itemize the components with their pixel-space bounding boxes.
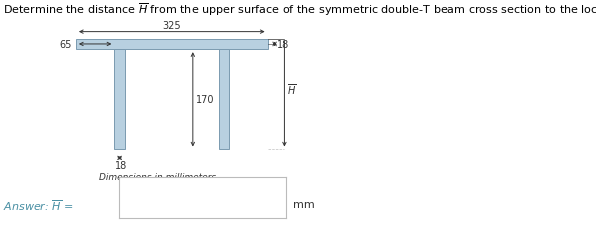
Text: Determine the distance $\overline{H}$ from the upper surface of the symmetric do: Determine the distance $\overline{H}$ fr…	[3, 1, 596, 18]
Text: Answer: $\overline{H}$ =: Answer: $\overline{H}$ =	[3, 197, 74, 212]
Text: mm: mm	[293, 199, 315, 209]
Text: Dimensions in millimeters: Dimensions in millimeters	[99, 172, 216, 181]
Bar	[219, 50, 229, 150]
Text: 65: 65	[60, 40, 72, 50]
Bar	[76, 39, 268, 50]
Bar	[114, 50, 125, 150]
Text: $\overline{H}$: $\overline{H}$	[287, 82, 297, 96]
Text: 325: 325	[163, 20, 181, 30]
Text: i: i	[107, 191, 111, 204]
Text: 170: 170	[195, 95, 214, 105]
Text: 18: 18	[115, 160, 127, 170]
Text: 18: 18	[277, 40, 289, 50]
